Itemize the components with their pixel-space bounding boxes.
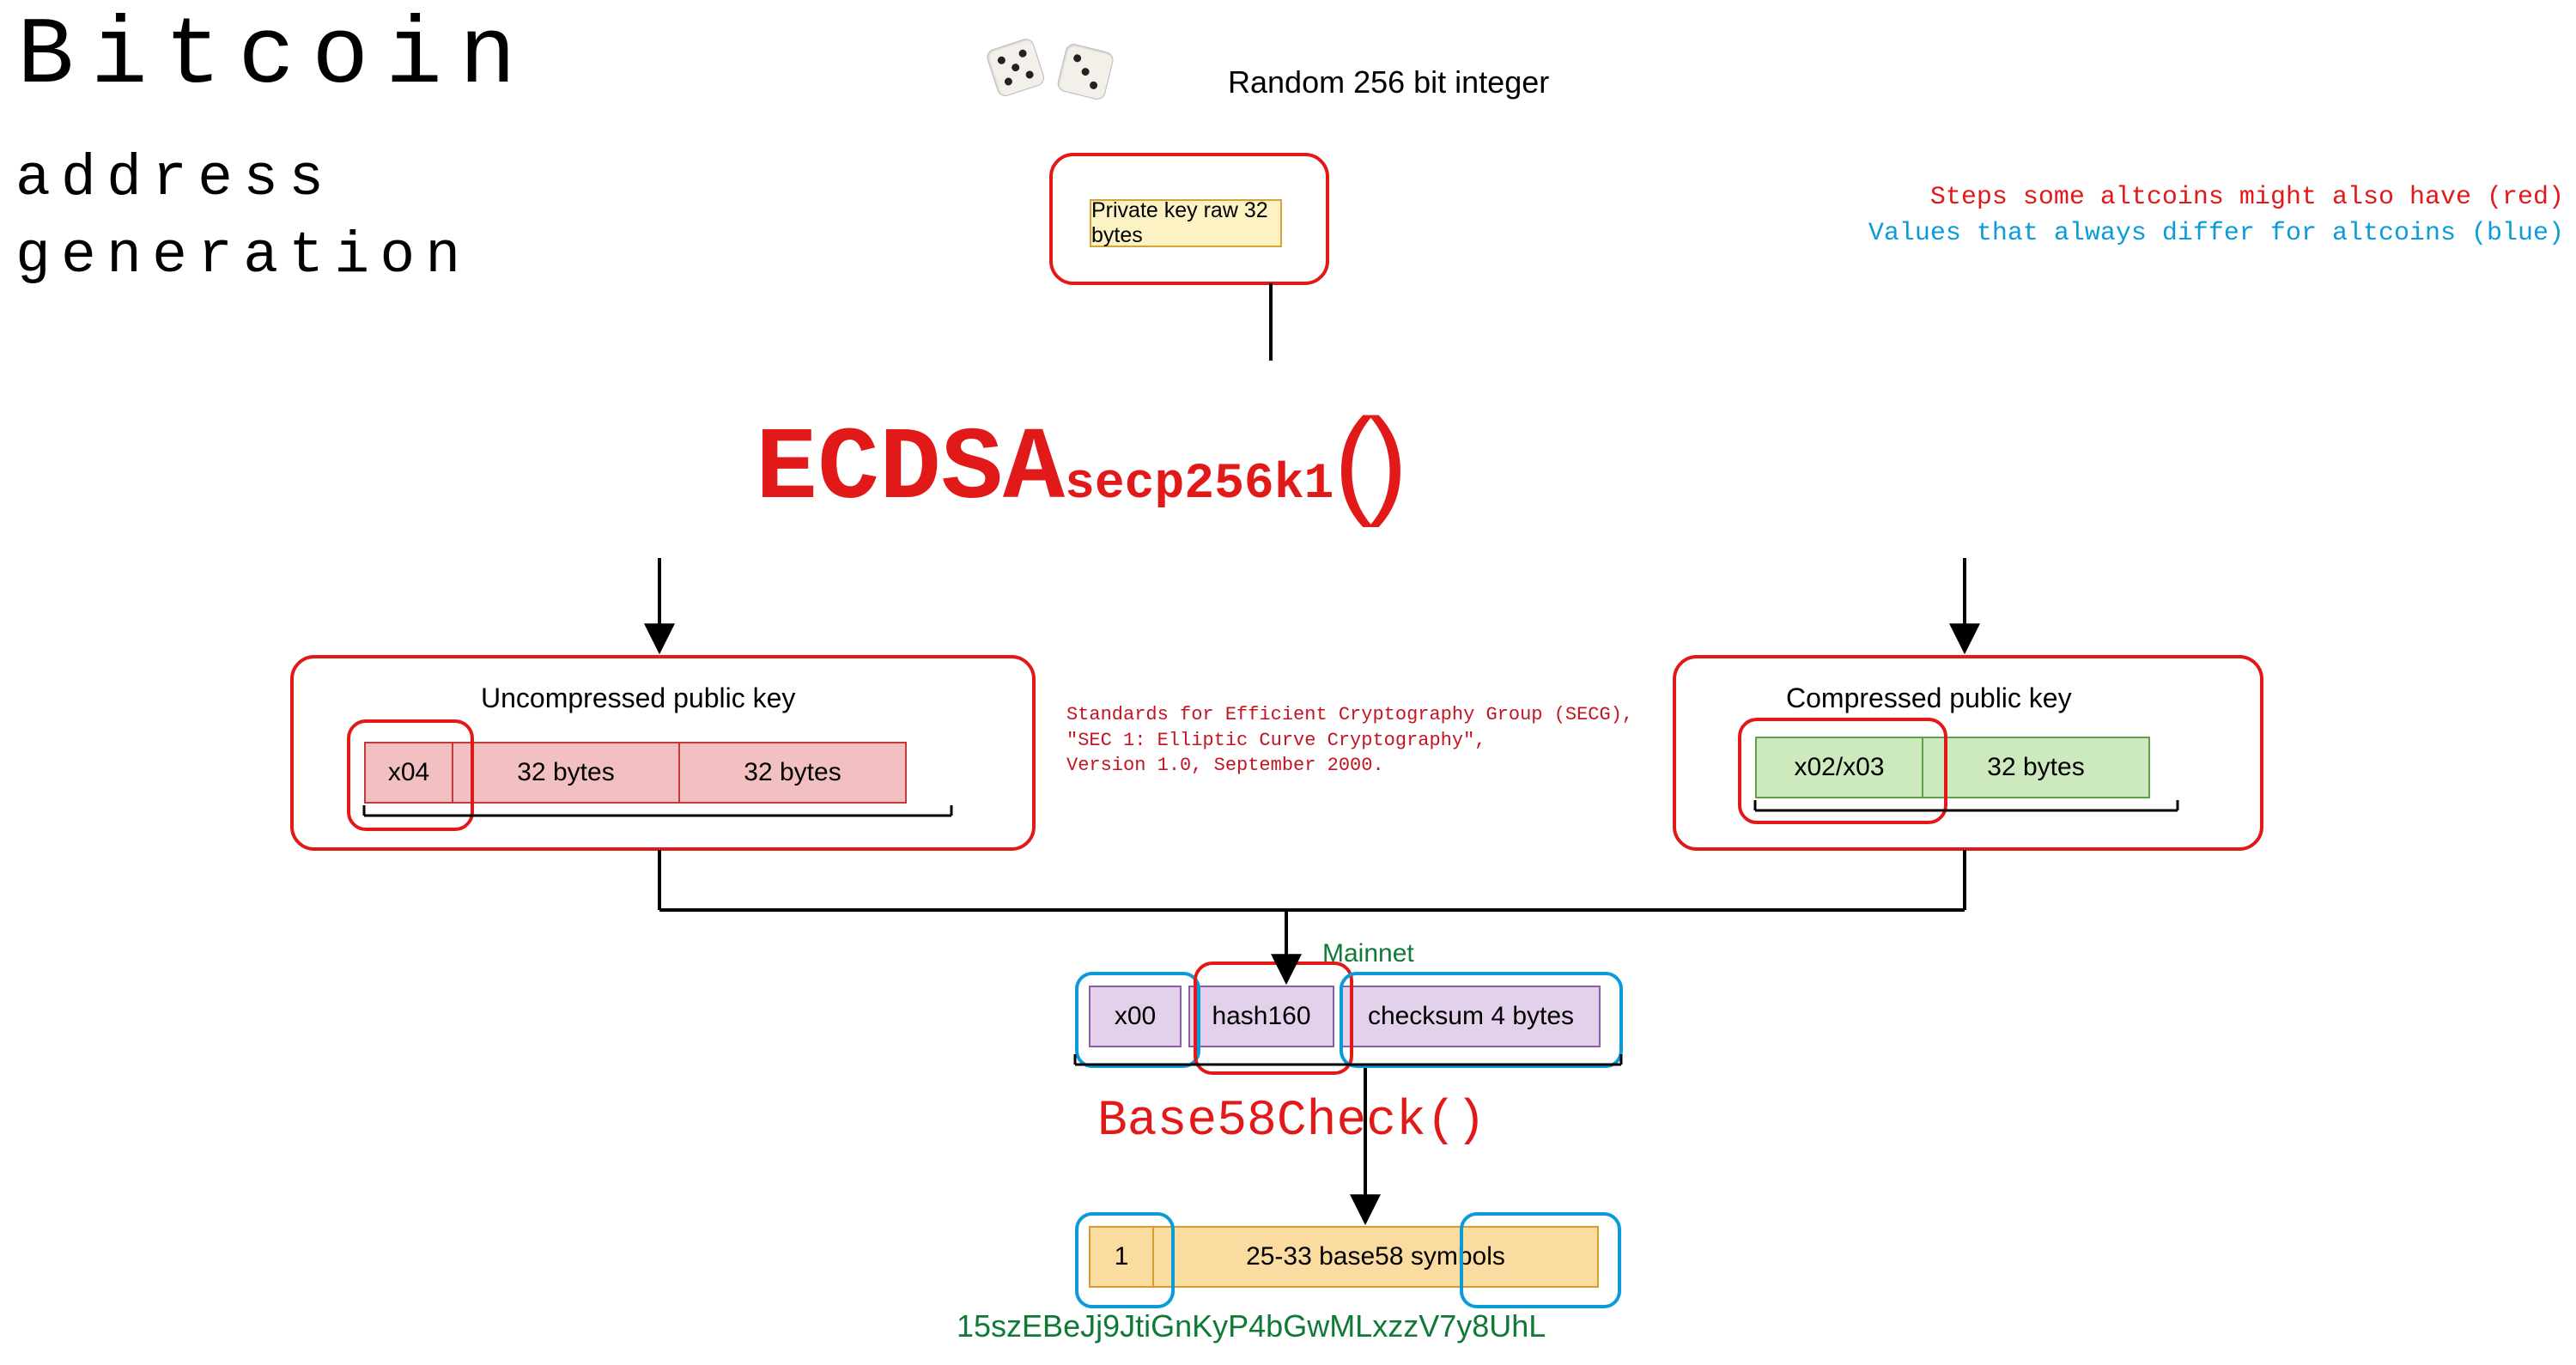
secg-citation: Standards for Efficient Cryptography Gro… bbox=[1066, 702, 1633, 779]
hash-version-blue-highlight bbox=[1075, 972, 1200, 1068]
hash-hash160-red-highlight bbox=[1194, 962, 1353, 1075]
base58check-label: Base58Check() bbox=[1097, 1094, 1485, 1150]
ecdsa-parens: () bbox=[1334, 393, 1401, 528]
ecdsa-sub: secp256k1 bbox=[1065, 457, 1334, 513]
uncompressed-title: Uncompressed public key bbox=[481, 682, 795, 714]
dice-label: Random 256 bit integer bbox=[1228, 64, 1549, 100]
uncompressed-prefix-highlight bbox=[347, 719, 474, 831]
title-bitcoin: Bitcoin bbox=[17, 3, 533, 111]
address-prefix-blue-highlight bbox=[1075, 1212, 1175, 1308]
hash-checksum-blue-highlight bbox=[1340, 972, 1623, 1068]
compressed-title: Compressed public key bbox=[1786, 682, 2072, 714]
compressed-cell-x: 32 bytes bbox=[1923, 737, 2150, 798]
example-address: 15szEBeJj9JtiGnKyP4bGwMLxzzV7y8UhL bbox=[957, 1308, 1546, 1344]
uncompressed-cell-y: 32 bytes bbox=[680, 742, 907, 804]
private-key-cell: Private key raw 32 bytes bbox=[1090, 199, 1282, 247]
private-key-label: Private key raw 32 bytes bbox=[1091, 198, 1280, 248]
address-tail-blue-highlight bbox=[1460, 1212, 1621, 1308]
legend-blue: Values that always differ for altcoins (… bbox=[1868, 216, 2564, 252]
title-generation: generation bbox=[15, 223, 471, 289]
legend-red: Steps some altcoins might also have (red… bbox=[1930, 180, 2564, 215]
dice-icon bbox=[1054, 42, 1115, 106]
compressed-prefix-highlight bbox=[1738, 718, 1947, 824]
uncompressed-cell-x: 32 bytes bbox=[453, 742, 680, 804]
dice-icon bbox=[985, 37, 1048, 103]
title-address: address bbox=[15, 146, 334, 212]
ecdsa-heading: ECDSAsecp256k1() bbox=[756, 386, 1402, 529]
ecdsa-main: ECDSA bbox=[756, 412, 1065, 529]
